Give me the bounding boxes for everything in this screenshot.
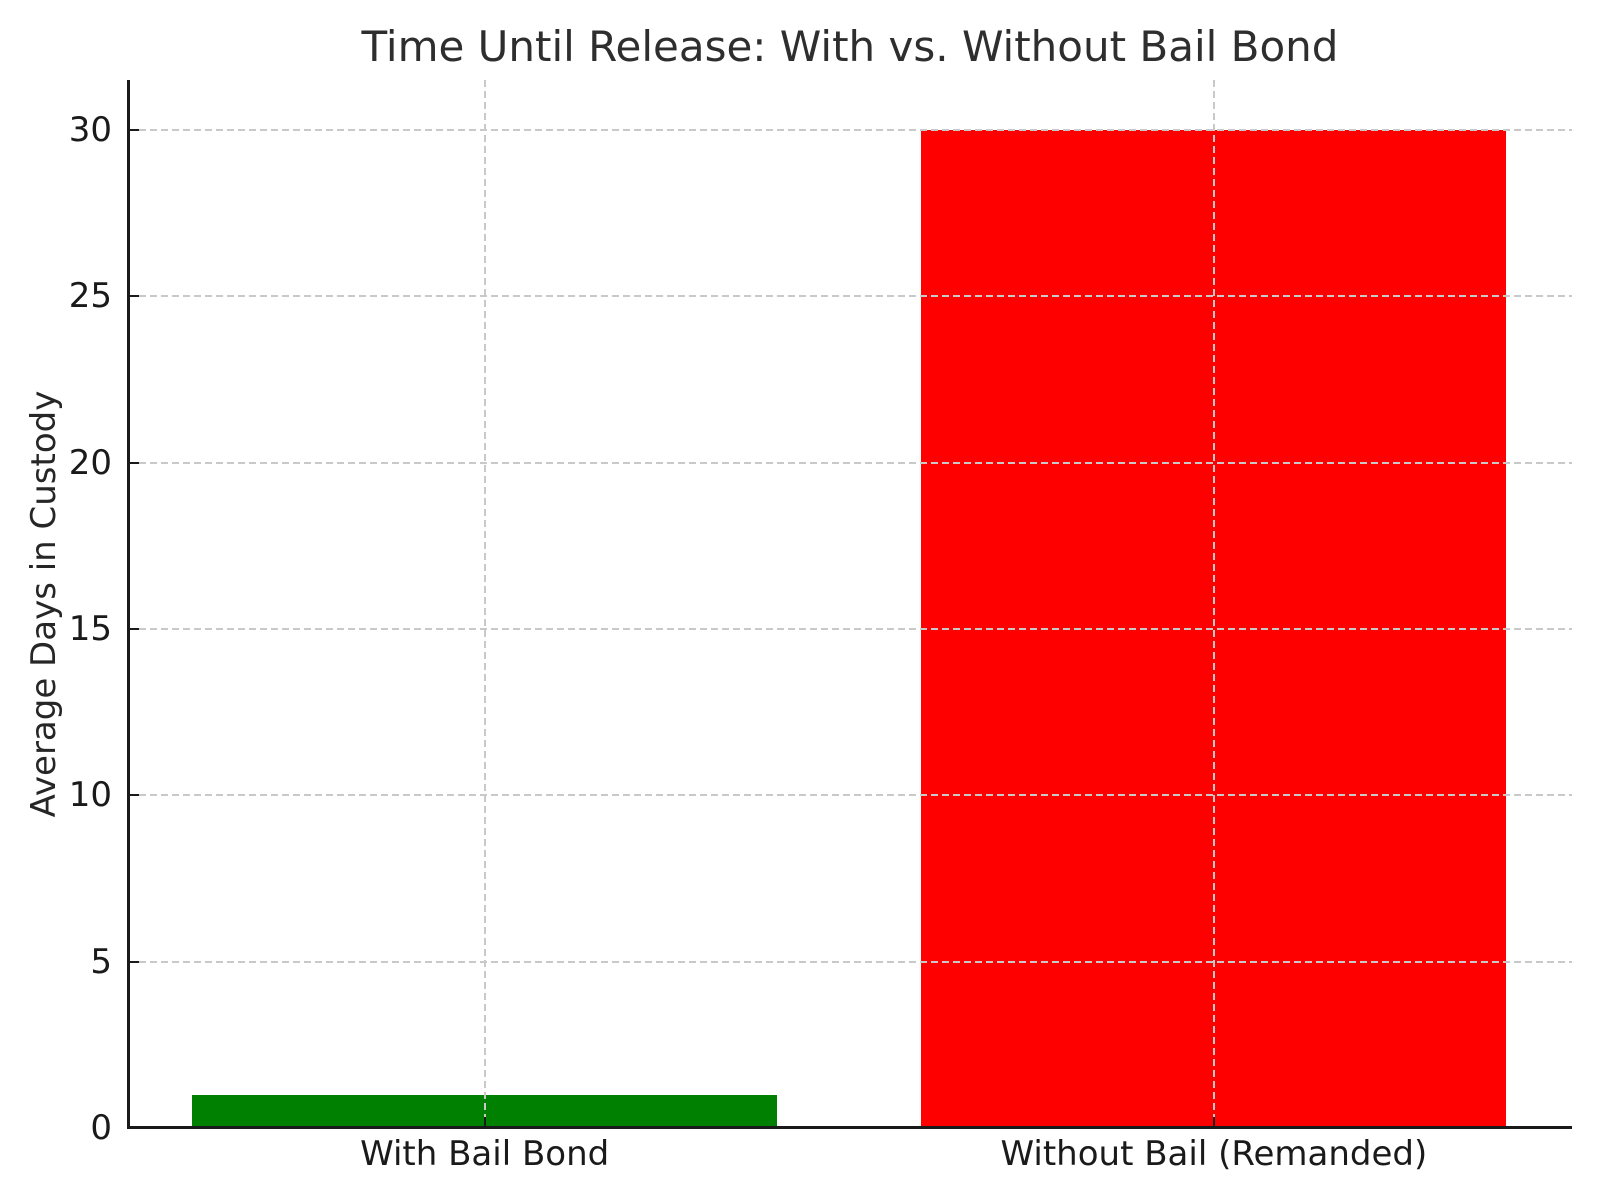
horizontal-gridline-10 bbox=[128, 794, 1572, 797]
vertical-gridline-without-bail-remanded bbox=[1212, 80, 1215, 1128]
y-tick-label-25: 25 bbox=[68, 276, 112, 317]
y-tick-label-5: 5 bbox=[90, 941, 112, 982]
y-tick-mark-5 bbox=[128, 960, 139, 963]
horizontal-gridline-5 bbox=[128, 960, 1572, 963]
grid-layer bbox=[128, 80, 1572, 1128]
y-tick-label-0: 0 bbox=[90, 1108, 112, 1148]
y-axis-spine bbox=[127, 80, 130, 1128]
y-tick-mark-15 bbox=[128, 627, 139, 630]
y-tick-mark-10 bbox=[128, 794, 139, 797]
x-tick-mark-with-bail-bond bbox=[483, 1117, 486, 1128]
y-tick-labels: 0 5 10 15 20 25 30 bbox=[0, 80, 112, 1145]
x-tick-mark-without-bail-remanded bbox=[1212, 1117, 1215, 1128]
y-tick-mark-25 bbox=[128, 295, 139, 298]
vertical-gridline-with-bail-bond bbox=[483, 80, 486, 1128]
horizontal-gridline-30 bbox=[128, 128, 1572, 131]
y-tick-label-10: 10 bbox=[68, 775, 112, 816]
horizontal-gridline-20 bbox=[128, 461, 1572, 464]
chart-title: Time Until Release: With vs. Without Bai… bbox=[361, 22, 1339, 71]
y-tick-label-30: 30 bbox=[68, 109, 112, 150]
y-tick-label-15: 15 bbox=[68, 608, 112, 649]
y-tick-mark-30 bbox=[128, 128, 139, 131]
tick-marks-layer bbox=[128, 80, 1572, 1129]
x-tick-labels: With Bail Bond Without Bail (Remanded) bbox=[128, 1134, 1572, 1184]
x-tick-label-with-bail-bond: With Bail Bond bbox=[360, 1134, 610, 1174]
y-tick-mark-20 bbox=[128, 461, 139, 464]
x-tick-label-without-bail-remanded: Without Bail (Remanded) bbox=[1000, 1134, 1428, 1174]
horizontal-gridline-25 bbox=[128, 295, 1572, 298]
y-tick-mark-0 bbox=[128, 1127, 139, 1129]
horizontal-gridline-15 bbox=[128, 627, 1572, 630]
y-tick-label-20: 20 bbox=[68, 442, 112, 483]
plot-area bbox=[127, 80, 1572, 1129]
x-axis-spine bbox=[127, 1126, 1572, 1129]
